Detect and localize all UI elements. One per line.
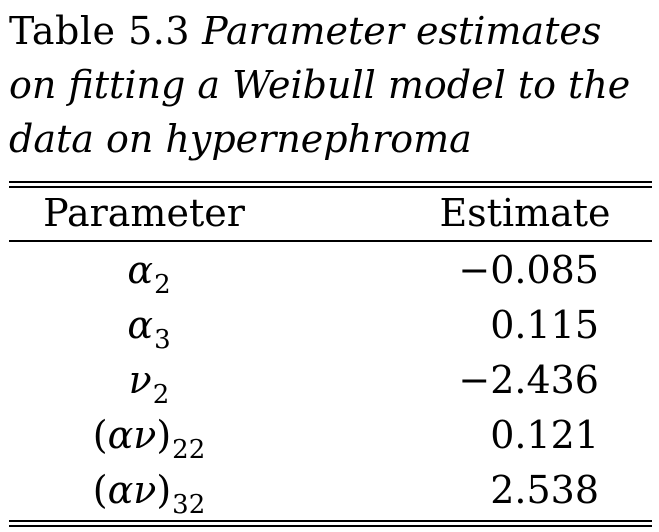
parameter-cell: α2 <box>9 243 289 300</box>
table-row: α3 0.115 <box>9 298 652 355</box>
parameter-cell: (αν)32 <box>9 463 289 520</box>
parameter-subscript: 32 <box>172 490 206 520</box>
close-paren: ) <box>156 413 172 457</box>
parameter-symbol: α <box>127 303 154 347</box>
bottom-rule-inner <box>9 520 652 522</box>
estimate-cell: −2.436 <box>458 358 599 402</box>
parameter-cell: ν2 <box>9 353 289 410</box>
parameter-symbol: α <box>127 248 154 292</box>
parameter-subscript: 2 <box>152 380 170 410</box>
caption-title-part-1: Parameter estimates <box>202 9 602 53</box>
bottom-rule-outer <box>9 525 652 527</box>
caption-line-3: data on hypernephroma <box>9 117 472 161</box>
parameter-subscript: 2 <box>154 270 171 300</box>
table-row: α2 −0.085 <box>9 243 652 300</box>
top-rule-outer <box>9 181 652 183</box>
header-estimate: Estimate <box>439 191 611 235</box>
caption-line-2: on fitting a Weibull model to the <box>9 63 631 107</box>
parameter-symbol: αν <box>107 413 157 457</box>
header-rule <box>9 240 652 242</box>
header-parameter: Parameter <box>43 191 245 235</box>
table-row: ν2 −2.436 <box>9 353 652 410</box>
open-paren: ( <box>92 413 108 457</box>
parameter-subscript: 22 <box>172 435 206 465</box>
parameter-symbol: αν <box>107 468 157 512</box>
table-caption: Table 5.3 Parameter estimates on fitting… <box>9 4 657 166</box>
parameter-cell: α3 <box>9 298 289 355</box>
close-paren: ) <box>156 468 172 512</box>
estimate-cell: 2.538 <box>490 468 599 512</box>
table-row: (αν)22 0.121 <box>9 408 652 465</box>
caption-label: Table 5.3 <box>9 9 191 53</box>
estimate-cell: −0.085 <box>458 248 599 292</box>
parameter-subscript: 3 <box>154 325 171 355</box>
caption-line-1: Table 5.3 Parameter estimates <box>9 4 657 58</box>
table-body: α2 −0.085 α3 0.115 ν2 −2.436 (αν)22 0.12… <box>9 243 652 520</box>
estimate-cell: 0.121 <box>490 413 599 457</box>
parameter-symbol: ν <box>128 358 152 402</box>
parameter-cell: (αν)22 <box>9 408 289 465</box>
estimate-cell: 0.115 <box>490 303 599 347</box>
open-paren: ( <box>92 468 108 512</box>
top-rule-inner <box>9 186 652 188</box>
table-row: (αν)32 2.538 <box>9 463 652 520</box>
